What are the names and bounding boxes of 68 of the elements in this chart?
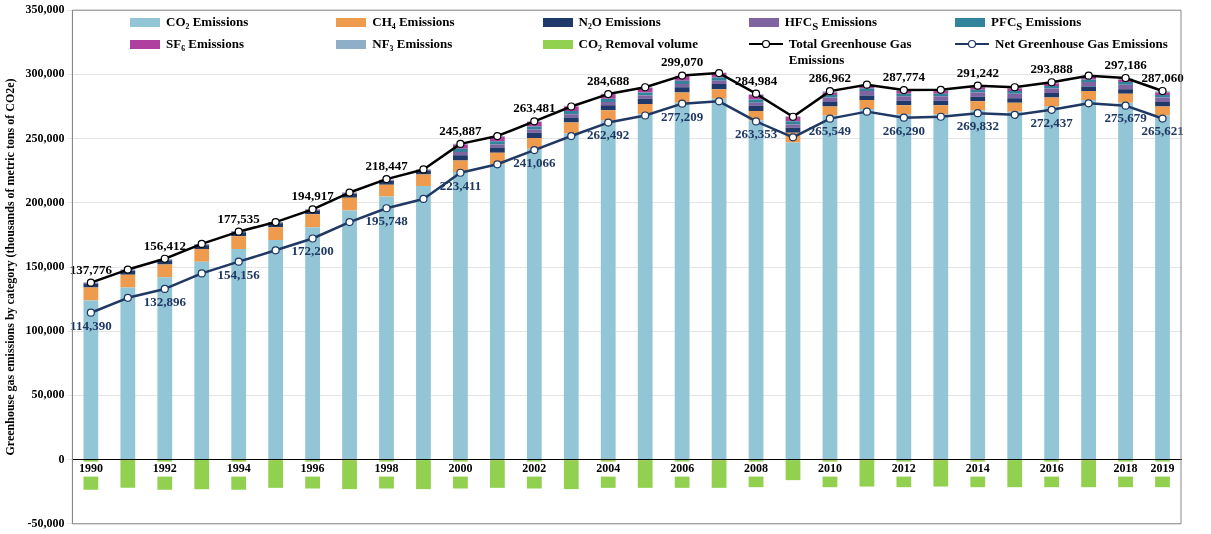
x-tick-label: 2012 xyxy=(891,460,916,475)
x-tick-label: 2008 xyxy=(744,460,769,475)
data-label: 297,186 xyxy=(1104,56,1148,72)
data-label: 245,887 xyxy=(439,122,483,138)
data-label: 218,447 xyxy=(365,157,409,173)
data-label: 293,888 xyxy=(1030,61,1074,77)
y-tick-label: 250,000 xyxy=(25,130,65,145)
legend-label: NF₃ Emissions xyxy=(372,35,453,52)
data-label: 265,621 xyxy=(1141,123,1184,139)
data-label: 291,242 xyxy=(956,64,999,80)
data-label: 223,411 xyxy=(439,177,482,193)
data-label: 272,437 xyxy=(1030,114,1074,130)
data-label: 286,962 xyxy=(808,70,852,85)
data-label: 114,390 xyxy=(70,317,112,333)
x-tick-label: 1998 xyxy=(374,460,399,475)
data-label: 172,200 xyxy=(291,243,334,259)
data-label: 265,549 xyxy=(808,123,852,139)
legend-label: CH₄ Emissions xyxy=(372,14,455,30)
x-tick-label: 2018 xyxy=(1113,460,1138,475)
legend-label: PFC$_{S}$ Emissions xyxy=(991,14,1082,34)
y-axis-title: Greenhouse gas emissions by category (thousands of metric tons of CO2e) xyxy=(3,78,18,456)
data-label: 287,060 xyxy=(1141,69,1184,85)
x-tick-label: 2019 xyxy=(1150,460,1175,475)
data-label: 263,353 xyxy=(734,126,778,142)
data-label: 277,209 xyxy=(661,108,704,124)
x-tick-label: 1992 xyxy=(152,460,177,475)
legend-label: CO₂ Emissions xyxy=(166,14,249,30)
data-label: 284,984 xyxy=(734,72,778,88)
legend-label: N₂O Emissions xyxy=(578,14,661,30)
data-label: 154,156 xyxy=(217,266,261,282)
data-label: 156,412 xyxy=(143,237,186,253)
data-label: 241,066 xyxy=(513,154,556,170)
x-tick-label: 1990 xyxy=(78,460,103,475)
x-tick-label: 2000 xyxy=(448,460,473,475)
data-label: 137,776 xyxy=(69,261,113,277)
x-tick-label: 2014 xyxy=(965,460,990,475)
data-label: 263,481 xyxy=(513,100,556,116)
data-label: 195,748 xyxy=(365,213,409,229)
legend-label: HFC$_{S}$ Emissions xyxy=(784,14,878,34)
y-tick-label: 150,000 xyxy=(25,259,65,274)
data-label: 299,070 xyxy=(661,54,704,70)
y-tick-label: 100,000 xyxy=(25,323,65,338)
data-label: 284,688 xyxy=(587,72,630,88)
data-label: 275,679 xyxy=(1104,110,1148,126)
y-tick-label: -50,000 xyxy=(27,515,65,530)
x-tick-label: 1994 xyxy=(226,460,251,475)
x-tick-label: 2010 xyxy=(817,460,842,475)
x-tick-label: 2004 xyxy=(596,460,621,475)
y-tick-label: 350,000 xyxy=(25,2,65,17)
data-label: 266,290 xyxy=(882,122,925,138)
legend-label: Net Greenhouse Gas Emissions xyxy=(995,35,1168,52)
data-label: 262,492 xyxy=(587,127,630,143)
data-label: 287,774 xyxy=(882,68,926,84)
data-label: 194,917 xyxy=(291,188,335,204)
data-label: 132,896 xyxy=(143,293,187,309)
data-label: 177,535 xyxy=(217,210,261,226)
y-tick-label: 50,000 xyxy=(31,387,65,402)
x-tick-label: 2006 xyxy=(670,460,695,475)
x-tick-label: 2002 xyxy=(522,460,547,475)
legend-label: Total Greenhouse Gas Emissions xyxy=(788,35,913,68)
y-tick-label: 200,000 xyxy=(25,194,65,209)
legend-label: CO₂ Removal volume xyxy=(578,35,698,52)
y-tick-label: 0 xyxy=(58,451,65,466)
legend-label: SF₆ Emissions xyxy=(166,35,244,52)
x-tick-label: 1996 xyxy=(300,460,325,475)
data-label: 269,832 xyxy=(956,118,999,133)
x-tick-label: 2016 xyxy=(1039,460,1064,475)
y-tick-label: 300,000 xyxy=(25,66,65,81)
